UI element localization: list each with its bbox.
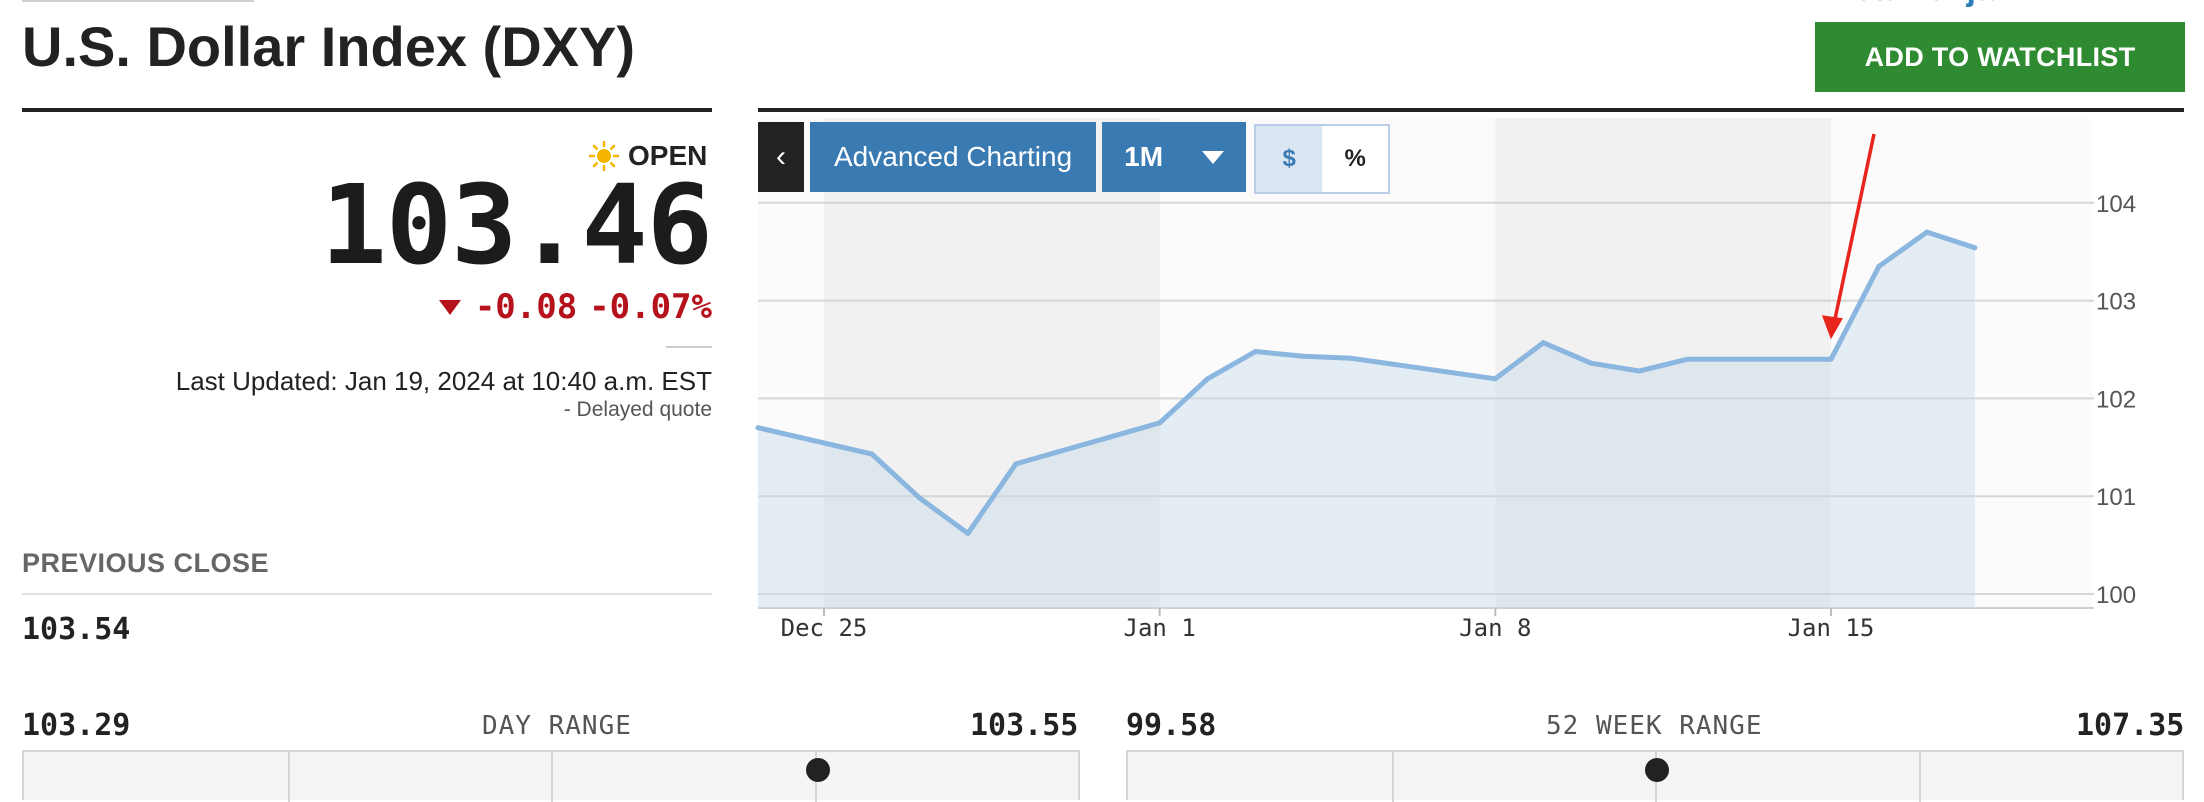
chart-toolbar: ‹ Advanced Charting 1M $ % <box>758 122 1391 194</box>
x-tick-label: Jan 8 <box>1459 614 1531 642</box>
percent-unit-button[interactable]: % <box>1322 126 1389 192</box>
page-title: U.S. Dollar Index (DXY) <box>22 15 635 78</box>
market-status-label: OPEN <box>628 140 708 171</box>
range-tick <box>1919 752 1921 802</box>
data-point <box>1492 376 1498 382</box>
y-tick-label: 104 <box>2096 191 2136 218</box>
x-tick-label: Jan 15 <box>1788 614 1875 642</box>
small-divider <box>666 346 712 348</box>
data-point <box>1636 368 1642 374</box>
dollar-unit-button[interactable]: $ <box>1256 126 1323 192</box>
last-price: 103.46 <box>320 161 713 289</box>
unit-toggle: $ % <box>1254 124 1391 194</box>
week52-range-marker <box>1645 758 1669 782</box>
data-point <box>917 495 923 501</box>
data-point <box>1013 461 1019 467</box>
change-value: -0.08 <box>474 287 578 327</box>
add-to-watchlist-button[interactable]: ADD TO WATCHLIST <box>1815 22 2185 92</box>
partial-header-text: Jahrenjahr <box>1855 0 2029 9</box>
previous-close-value: 103.54 <box>22 612 131 647</box>
day-range-label: DAY RANGE <box>482 711 632 741</box>
day-range-bar <box>22 750 1080 802</box>
data-point <box>1253 348 1259 354</box>
range-tick <box>1392 752 1394 802</box>
annotation-arrow <box>1833 133 1876 320</box>
day-range-high: 103.55 <box>970 708 1079 743</box>
data-point <box>1924 229 1930 235</box>
data-point <box>1972 245 1978 251</box>
market-status: OPEN <box>588 138 707 174</box>
data-point <box>1157 420 1163 426</box>
down-triangle-icon <box>438 299 461 315</box>
day-range-low: 103.29 <box>22 708 131 743</box>
data-point <box>1876 263 1882 269</box>
annotation-arrowhead <box>1821 315 1843 340</box>
previous-close-divider <box>22 593 712 595</box>
week52-range-high: 107.35 <box>2076 708 2185 743</box>
change-percent: -0.07% <box>589 287 712 327</box>
sun-icon <box>588 140 620 172</box>
week-band <box>824 118 1160 608</box>
x-tick-label: Dec 25 <box>781 614 868 642</box>
time-range-value: 1M <box>1124 141 1164 172</box>
data-point <box>1828 356 1834 362</box>
top-divider <box>22 0 254 2</box>
range-tick <box>288 752 290 802</box>
chevron-left-icon[interactable]: ‹ <box>758 122 804 192</box>
data-point <box>1684 356 1690 362</box>
price-change: -0.08 -0.07% <box>400 287 712 327</box>
data-point <box>755 425 761 431</box>
last-updated: Last Updated: Jan 19, 2024 at 10:40 a.m.… <box>175 366 712 396</box>
price-chart[interactable]: Dec 25 Jan 1 Jan 8 Jan 15 104 103 102 101 100 <box>0 0 2204 660</box>
price-area <box>758 232 1975 608</box>
week52-range-label: 52 WEEK RANGE <box>1546 711 1763 741</box>
range-tick <box>551 752 553 802</box>
week52-range-low: 99.58 <box>1126 708 1217 743</box>
delayed-quote-note: - Delayed quote <box>563 398 712 421</box>
x-tick-label: Jan 1 <box>1124 614 1196 642</box>
y-tick-label: 101 <box>2096 484 2136 511</box>
chevron-down-icon <box>1202 150 1225 164</box>
previous-close-label: PREVIOUS CLOSE <box>22 548 270 578</box>
quote-divider <box>22 108 712 112</box>
data-point <box>1348 355 1354 361</box>
data-point <box>1205 376 1211 382</box>
data-point <box>869 451 875 457</box>
data-point <box>1540 340 1546 346</box>
data-point <box>1588 360 1594 366</box>
time-range-dropdown[interactable]: 1M <box>1102 122 1247 192</box>
data-point <box>965 530 971 536</box>
data-point <box>1301 353 1306 359</box>
chart-divider <box>758 108 2184 112</box>
y-tick-label: 100 <box>2096 582 2136 609</box>
advanced-charting-button[interactable]: Advanced Charting <box>810 122 1097 192</box>
y-tick-label: 102 <box>2096 386 2136 413</box>
day-range-marker <box>805 758 830 782</box>
week52-range-bar <box>1126 750 2184 802</box>
y-tick-label: 103 <box>2096 289 2136 316</box>
